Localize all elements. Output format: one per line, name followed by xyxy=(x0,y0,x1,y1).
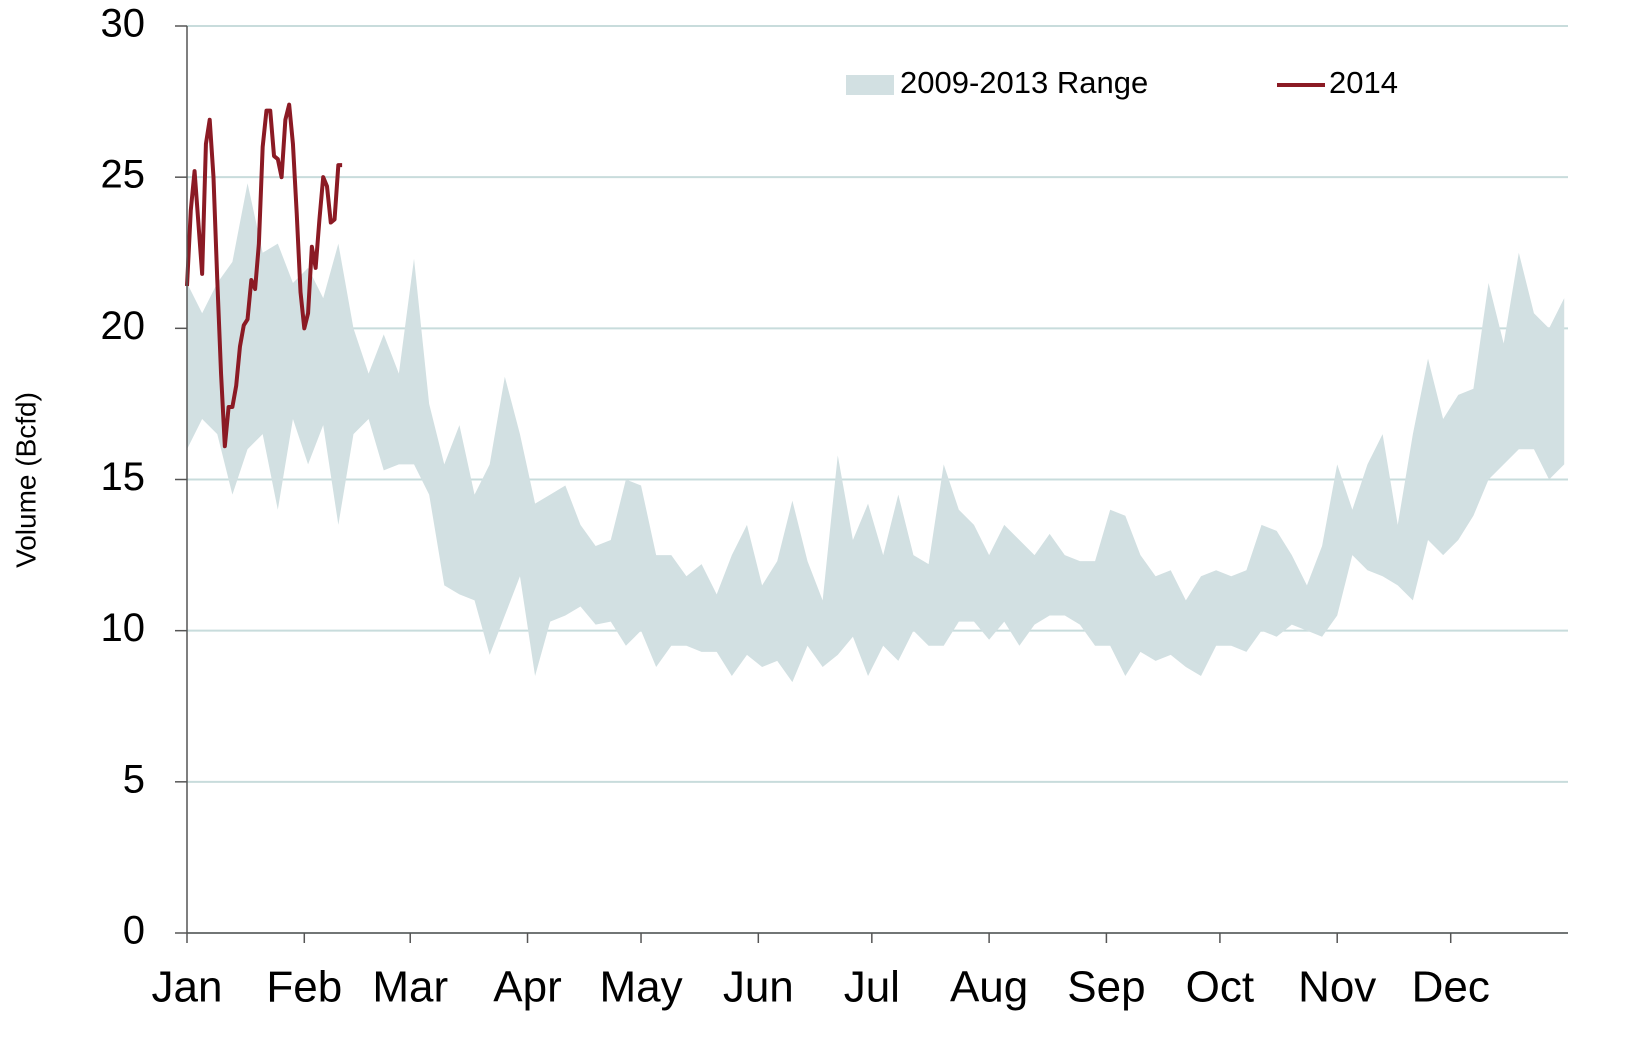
x-tick-label: Sep xyxy=(1067,963,1145,1012)
y-tick-label: 5 xyxy=(123,757,145,801)
y-tick-label: 20 xyxy=(101,304,146,348)
x-tick-label: Dec xyxy=(1412,963,1490,1012)
legend-swatch xyxy=(846,75,894,95)
y-tick-label: 25 xyxy=(101,153,146,197)
x-tick-label: Mar xyxy=(372,963,448,1012)
x-tick-label: May xyxy=(599,963,682,1012)
x-tick-label: Jan xyxy=(152,963,223,1012)
range-band xyxy=(187,183,1565,683)
legend-label: 2009-2013 Range xyxy=(900,65,1148,100)
y-axis-label: Volume (Bcfd) xyxy=(10,392,41,568)
y-tick-label: 30 xyxy=(101,2,146,46)
x-tick-label: Apr xyxy=(493,963,561,1012)
x-tick-label: Jul xyxy=(844,963,900,1012)
y-tick-label: 15 xyxy=(101,455,146,499)
legend-label: 2014 xyxy=(1329,65,1398,100)
x-tick-label: Nov xyxy=(1298,963,1376,1012)
line xyxy=(185,102,343,449)
x-tick-label: Aug xyxy=(950,963,1028,1012)
y-tick-label: 10 xyxy=(101,606,146,650)
x-tick-label: Feb xyxy=(266,963,342,1012)
x-tick-label: Jun xyxy=(723,963,794,1012)
y-tick-label: 0 xyxy=(123,909,145,953)
x-tick-label: Oct xyxy=(1186,963,1254,1012)
